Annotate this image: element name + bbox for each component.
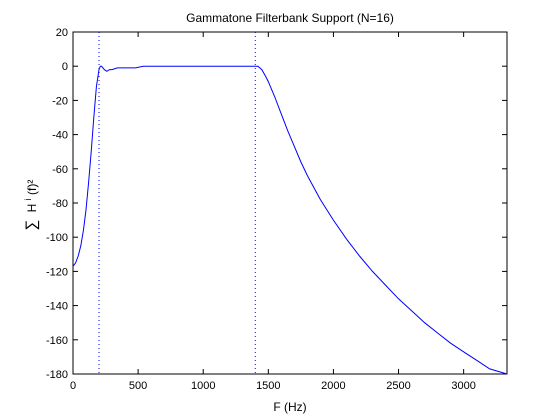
y-tick-label: -80 bbox=[52, 198, 68, 210]
x-tick-label: 2000 bbox=[321, 380, 345, 392]
y-tick-label: -140 bbox=[46, 301, 68, 313]
series-line bbox=[72, 65, 508, 375]
y-axis-label-rest: (f)² bbox=[25, 180, 39, 195]
y-tick-label: 0 bbox=[62, 61, 68, 73]
y-axis-label-h: H bbox=[25, 204, 39, 213]
y-tick-label: -20 bbox=[52, 95, 68, 107]
x-tick-label: 1000 bbox=[191, 380, 215, 392]
y-tick-label: -40 bbox=[52, 130, 68, 142]
y-tick-label: 20 bbox=[56, 27, 68, 39]
x-tick-label: 0 bbox=[70, 380, 76, 392]
x-tick-label: 1500 bbox=[256, 380, 280, 392]
x-axis-label: F (Hz) bbox=[273, 400, 306, 414]
y-axis-label: ∑ H i (f)² bbox=[20, 180, 40, 231]
x-tick-label: 2500 bbox=[386, 380, 410, 392]
svg-text:∑ H i (f)²: ∑ H i (f)² bbox=[20, 180, 40, 231]
y-tick-label: -180 bbox=[46, 369, 68, 381]
y-tick-label: -160 bbox=[46, 335, 68, 347]
y-tick-label: -120 bbox=[46, 266, 68, 278]
x-tick-label: 500 bbox=[129, 380, 147, 392]
y-axis-label-i: i bbox=[23, 198, 33, 200]
y-axis-label-sum: ∑ bbox=[23, 220, 40, 231]
y-tick-label: -60 bbox=[52, 164, 68, 176]
plot-area: 0 500 1000 1500 2000 2500 3000 20 0 -20 -40 -60 -80 -… bbox=[46, 27, 508, 392]
y-tick-label: -100 bbox=[46, 232, 68, 244]
chart-title: Gammatone Filterbank Support (N=16) bbox=[186, 11, 394, 25]
x-tick-label: 3000 bbox=[451, 380, 475, 392]
